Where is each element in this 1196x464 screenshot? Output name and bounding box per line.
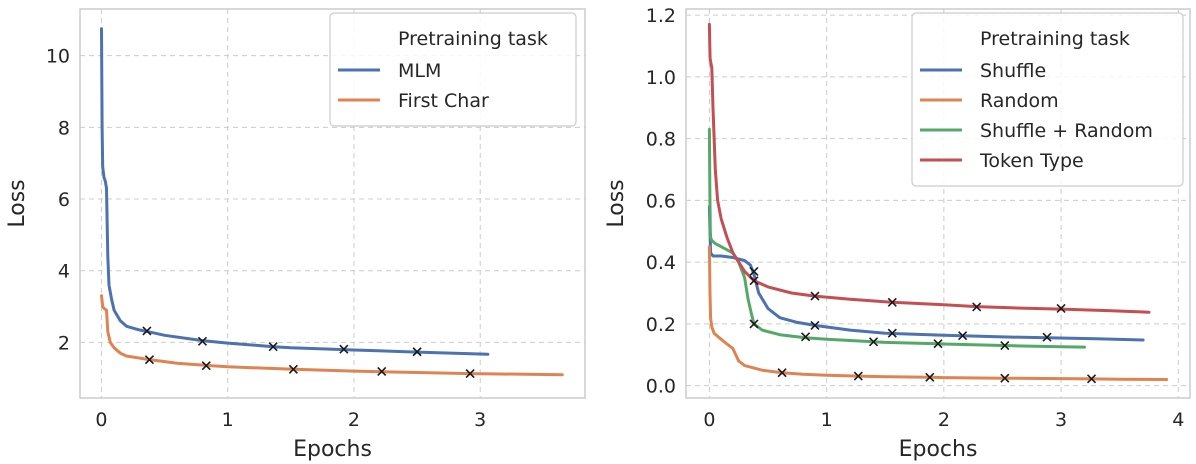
y-tick-label: 10 [46,46,70,68]
series-line-random [707,245,1169,381]
checkpoint-marker [868,337,879,347]
checkpoint-marker [1086,374,1097,384]
checkpoint-marker [377,366,387,377]
x-tick-label: 0 [703,409,715,431]
checkpoint-marker [887,297,897,307]
legend-entry-label: MLM [398,60,441,82]
checkpoint-marker [144,355,155,365]
y-tick-label: 2 [58,332,70,354]
x-tick-label: 0 [95,409,107,431]
checkpoint-marker [749,266,759,276]
x-tick-label: 3 [1055,409,1067,431]
checkpoint-marker [933,339,943,349]
checkpoint-marker [810,291,820,301]
checkpoint-marker [465,369,475,379]
checkpoint-marker [1000,340,1010,351]
checkpoint-marker [749,276,759,286]
legend-title: Pretraining task [980,28,1130,50]
x-axis-label: Epochs [899,437,978,462]
y-tick-label: 1.2 [646,5,676,27]
checkpoint-marker [268,342,278,352]
y-tick-label: 0.2 [646,314,676,336]
y-tick-label: 0.6 [646,190,676,212]
x-tick-label: 4 [1172,409,1184,431]
legend-entry-label: Shuffle [980,60,1046,82]
checkpoint-marker [412,347,422,357]
y-tick-label: 1.0 [646,67,676,89]
checkpoint-marker [925,372,935,382]
checkpoint-marker [810,320,820,331]
checkpoint-marker [201,361,211,371]
checkpoint-marker [1056,303,1066,314]
chart-panel-2: 0 1 2 3 4 0.0 0.2 0.4 0.6 0.8 1.0 1.2 Epochs Loss Pret… [604,5,1191,462]
x-tick-label: 2 [348,409,360,431]
checkpoint-marker [853,371,863,381]
legend-box [329,12,577,127]
legend-entry-label: First Char [398,90,489,112]
checkpoint-marker [749,319,759,329]
checkpoint-marker [1042,332,1052,342]
y-tick-label: 0.8 [646,129,676,151]
legend-title: Pretraining task [398,28,548,50]
legend-box [911,12,1184,187]
series-line-shuffle-random [707,127,1086,349]
series-line-shuffle [707,205,1145,342]
legend: Pretraining task MLM First Char [329,12,577,127]
series-line-first-char [100,294,564,377]
y-tick-label: 8 [58,117,70,139]
y-axis-label: Loss [604,179,629,227]
chart-panel-1: 0 1 2 3 2 4 6 8 10 Epochs Loss Pretraining task MLM F… [5,8,586,462]
checkpoint-marker [777,368,787,378]
checkpoint-marker [339,344,349,354]
checkpoint-marker [800,332,811,342]
y-tick-label: 6 [58,189,70,211]
checkpoint-marker [1000,373,1010,383]
checkpoint-marker [142,326,152,336]
series-line-mlm [100,27,490,356]
y-axis-label: Loss [5,179,30,227]
legend: Pretraining task Shuffle Random Shuffle + R… [911,12,1184,187]
x-axis-label: Epochs [293,437,372,462]
legend-entry-label: Token Type [979,150,1084,172]
legend-entry-label: Random [980,90,1059,112]
checkpoint-marker [197,336,208,346]
plot-frame [79,8,586,399]
checkpoint-marker [288,364,298,374]
y-tick-label: 0.0 [646,376,676,398]
x-tick-label: 1 [222,409,234,431]
x-tick-label: 3 [474,409,486,431]
y-tick-label: 0.4 [646,252,676,274]
plot-frame [685,8,1191,399]
checkpoint-marker [972,302,982,312]
checkpoint-marker [887,328,897,338]
x-tick-label: 1 [821,409,833,431]
checkpoint-marker [958,331,968,341]
y-tick-label: 4 [58,261,70,283]
legend-entry-label: Shuffle + Random [980,120,1153,142]
x-tick-label: 2 [938,409,950,431]
